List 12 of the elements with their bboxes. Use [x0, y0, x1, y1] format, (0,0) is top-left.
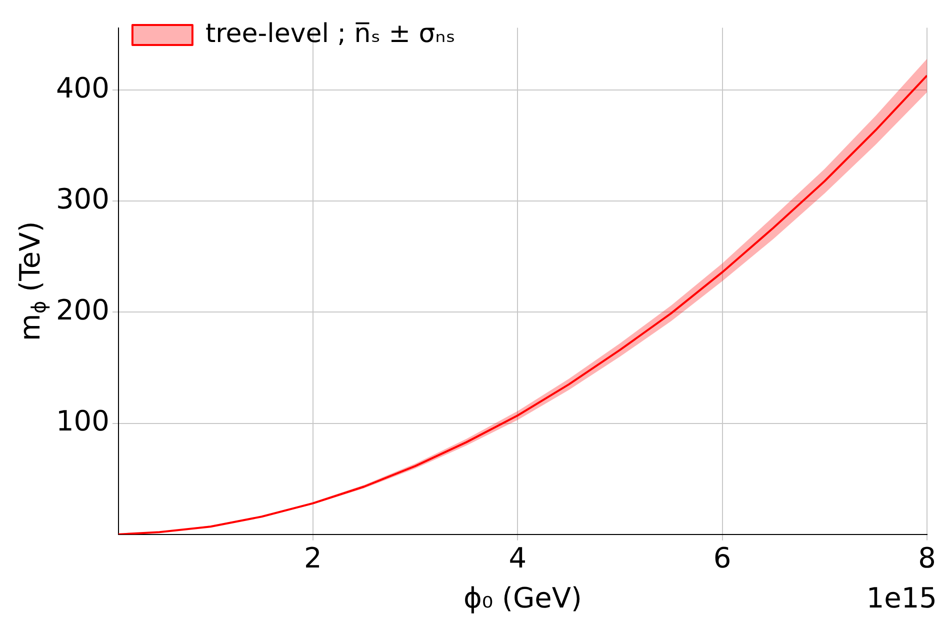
x-tick-label: 8 [918, 541, 936, 574]
y-tick-label: 400 [56, 71, 110, 104]
x-tick-label: 2 [304, 541, 322, 574]
x-axis-title: ϕ₀ (GeV) [463, 581, 582, 614]
y-axis-title: mϕ (TeV) [13, 221, 50, 341]
legend-label: tree-level ; n̅ₛ ± σₙₛ [205, 18, 456, 49]
y-tick-label: 100 [56, 404, 110, 438]
y-tick-label: 300 [56, 182, 110, 216]
x-tick-label: 4 [508, 541, 527, 574]
text: 1e15 [866, 581, 937, 614]
x-tick-label: 6 [713, 541, 732, 574]
y-tick-label: 200 [56, 293, 110, 326]
